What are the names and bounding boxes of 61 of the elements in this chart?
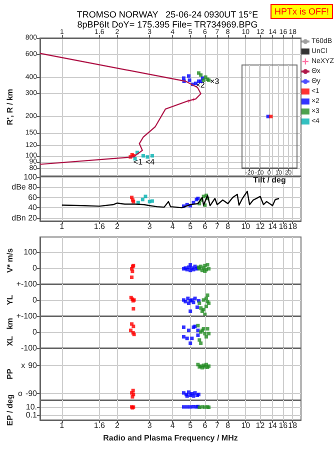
- x-tick-label: 1: [60, 222, 65, 231]
- x-tick-label: 1: [60, 421, 65, 430]
- y-tick-label: 0: [32, 328, 38, 336]
- x-axis-title: Tilt / deg: [253, 176, 286, 184]
- y-axis-title: V* m/s: [6, 248, 14, 273]
- y-axis-title: PP: [6, 368, 14, 380]
- x-tick-label: 2: [115, 421, 120, 430]
- y-tick-label: -90: [25, 389, 38, 398]
- annotation: <4: [145, 157, 156, 166]
- y-tick-label: 0: [32, 296, 38, 304]
- x-tick-label: 2: [115, 222, 120, 231]
- chart-subtitle: 8pBP6It DoY= 175.395 File= TR734969.BPG: [77, 20, 258, 30]
- y-tick-label: 0.1: [26, 410, 38, 420]
- x-tick-label: 10: [241, 421, 251, 430]
- x-tick-label: 14: [268, 421, 278, 430]
- chart-title: TROMSO NORWAY 25-06-24 0930UT 15°E: [76, 10, 258, 20]
- y-tick-label: dBe 80: [12, 182, 38, 192]
- x-tick-label: 6: [202, 421, 208, 430]
- x-tick-label: 18: [288, 421, 298, 430]
- x-tick-label: 8: [226, 222, 231, 231]
- x-tick-label: 8: [226, 421, 231, 430]
- y-axis-title: YL: [6, 294, 14, 306]
- y-tick-label: 40: [28, 203, 38, 212]
- x-tick-label: 6: [202, 222, 208, 231]
- y-tick-label: -100: [20, 344, 38, 352]
- y-tick-label: dBn 20: [12, 213, 38, 222]
- x-tick-label: 18: [288, 222, 298, 231]
- x-tick-label: 10: [241, 222, 251, 231]
- y-tick-label: 60: [28, 192, 38, 202]
- x-tick-label: 12: [256, 222, 266, 231]
- y-axis-title: R', R / km: [6, 88, 14, 126]
- text: HPTx is OFF!: [274, 6, 330, 16]
- y-tick-label: 100: [24, 172, 38, 182]
- annotation: <1: [133, 157, 144, 166]
- text: x: [21, 360, 26, 370]
- x-tick-label: 1.6: [94, 421, 106, 430]
- text: o: [18, 389, 23, 398]
- y-axis-title: EP / deg: [6, 394, 14, 426]
- y-tick-label: 100: [24, 248, 38, 257]
- x-tick-label: 5: [188, 222, 194, 231]
- y-tick-label: +-100: [16, 312, 38, 320]
- annotation: ×2: [196, 80, 206, 90]
- x-tick-label: 4: [170, 222, 176, 231]
- x-tick-label: 5: [188, 421, 194, 430]
- x-tick-label: 1.6: [94, 222, 106, 231]
- x-tick-label: 4: [170, 421, 176, 430]
- x-tick-label: 3: [147, 222, 152, 231]
- x-tick-label: 3: [147, 421, 152, 430]
- x-tick-label: 16: [278, 222, 288, 231]
- x-tick-label: 7: [214, 421, 220, 430]
- y-tick-label: 90: [28, 360, 38, 370]
- y-tick-label: 10.: [26, 402, 37, 412]
- x-tick-label: 16: [278, 421, 288, 430]
- annotation: ×3: [210, 77, 220, 86]
- y-tick-label: +-100: [16, 280, 38, 288]
- y-axis-title: XL km: [6, 318, 14, 346]
- x-tick-label: 7: [214, 222, 220, 231]
- x-axis-title: Radio and Plasma Frequency / MHz: [103, 434, 238, 442]
- x-tick-label: 14: [268, 222, 278, 231]
- x-tick-label: 12: [256, 421, 266, 430]
- y-tick-label: 0: [32, 264, 38, 273]
